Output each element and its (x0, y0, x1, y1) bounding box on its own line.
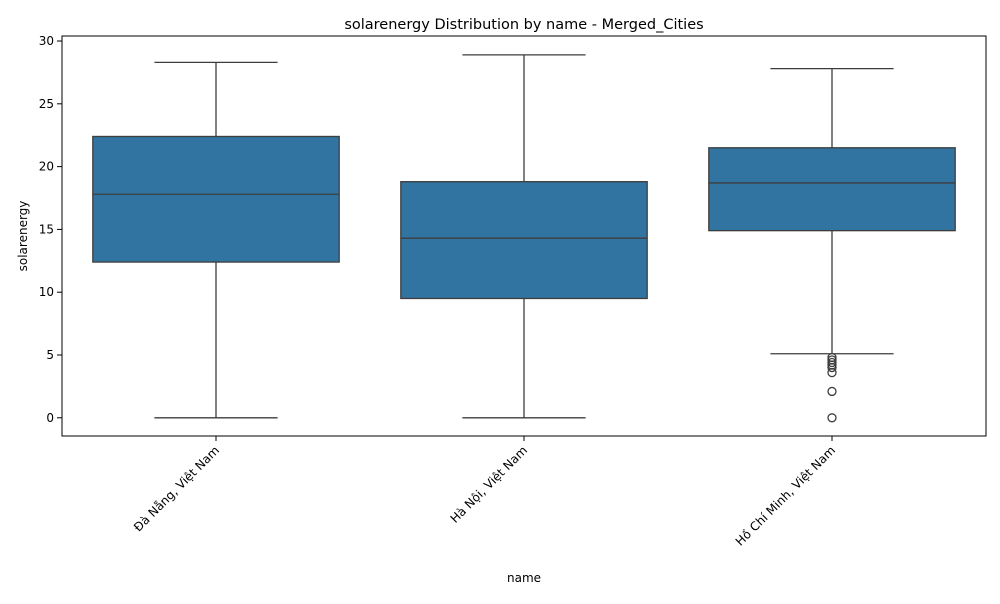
outlier-point (827, 367, 837, 378)
outlier-point (827, 413, 837, 423)
y-axis-label: solarenergy (16, 201, 30, 272)
x-axis-label: name (507, 571, 541, 585)
y-tick-label: 20 (39, 160, 54, 174)
y-tick-label: 0 (46, 411, 54, 425)
plot-frame (61, 35, 987, 437)
outlier-point (827, 362, 837, 373)
outlier-point (827, 386, 837, 397)
outlier-point (827, 357, 837, 368)
x-tick-label: Hồ Chí Minh, Việt Nam (733, 443, 838, 548)
plot-area: 0 5 10 15 20 25 30 Đà Nẵng, Việt Nam Hà Nội, Việ… (39, 34, 987, 549)
box-body (92, 135, 340, 263)
x-tick-label: Đà Nẵng, Việt Nam (131, 443, 222, 534)
y-tick-label: 30 (39, 34, 54, 48)
y-tick-label: 5 (46, 348, 54, 362)
chart-title: solarenergy Distribution by name - Merge… (344, 17, 703, 33)
y-tick-label: 10 (39, 285, 54, 299)
x-tick-label: Hà Nội, Việt Nam (448, 443, 531, 526)
y-tick-label: 15 (39, 222, 54, 236)
box-body (708, 147, 956, 232)
y-tick-label: 25 (39, 97, 54, 111)
box-body (400, 181, 648, 300)
